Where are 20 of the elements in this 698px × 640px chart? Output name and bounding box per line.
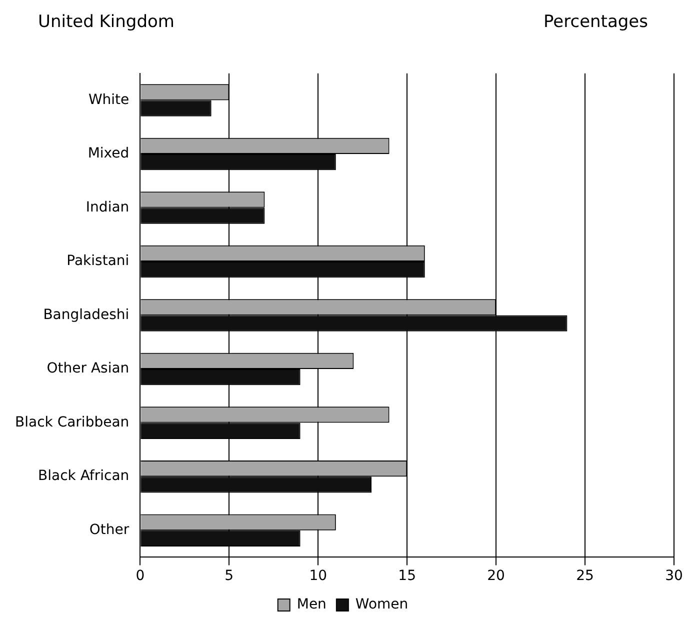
y-tick-label: Pakistani — [66, 253, 130, 270]
x-tick-label: 5 — [224, 568, 234, 584]
x-tick-label: 10 — [309, 568, 328, 584]
y-tick-label: Black Caribbean — [14, 414, 130, 430]
y-tick-label: White — [88, 92, 130, 108]
legend-label: Women — [355, 596, 408, 613]
y-tick-label: Indian — [86, 199, 130, 216]
x-tick-label: 0 — [136, 568, 145, 584]
y-tick-label: Mixed — [88, 146, 130, 162]
x-tick-label: 20 — [487, 568, 505, 584]
y-tick-label: Bangladeshi — [43, 306, 130, 323]
y-tick-label: Black African — [38, 468, 130, 484]
x-tick-label: 15 — [398, 568, 416, 584]
y-tick-label: Other — [89, 522, 130, 538]
x-tick-label: 25 — [576, 568, 594, 584]
chart-title: United Kingdom — [38, 12, 174, 32]
text: Percentages — [544, 12, 648, 32]
legend-label: Men — [296, 596, 326, 613]
x-tick-label: 30 — [665, 568, 683, 584]
y-tick-label: Other Asian — [46, 360, 130, 377]
